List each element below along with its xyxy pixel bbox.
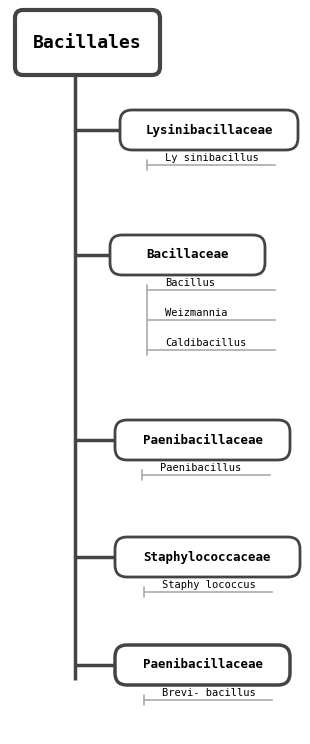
Text: Paenibacillaceae: Paenibacillaceae — [143, 658, 263, 672]
FancyBboxPatch shape — [110, 235, 265, 275]
Text: Ly sinibacillus: Ly sinibacillus — [165, 153, 259, 163]
FancyBboxPatch shape — [115, 645, 290, 685]
Text: Staphy lococcus: Staphy lococcus — [162, 580, 256, 590]
Text: Brevi- bacillus: Brevi- bacillus — [162, 688, 256, 698]
FancyBboxPatch shape — [115, 537, 300, 577]
Text: Weizmannia: Weizmannia — [165, 308, 228, 318]
Text: Bacillaceae: Bacillaceae — [146, 248, 229, 261]
Text: Bacillus: Bacillus — [165, 278, 215, 288]
Text: Staphylococcaceae: Staphylococcaceae — [144, 551, 271, 563]
Text: Paenibacillus: Paenibacillus — [160, 463, 241, 473]
Text: Paenibacillaceae: Paenibacillaceae — [143, 434, 263, 446]
FancyBboxPatch shape — [15, 10, 160, 75]
Text: Bacillales: Bacillales — [33, 33, 142, 51]
FancyBboxPatch shape — [115, 420, 290, 460]
FancyBboxPatch shape — [120, 110, 298, 150]
Text: Caldibacillus: Caldibacillus — [165, 338, 246, 348]
Text: Lysinibacillaceae: Lysinibacillaceae — [145, 124, 273, 137]
